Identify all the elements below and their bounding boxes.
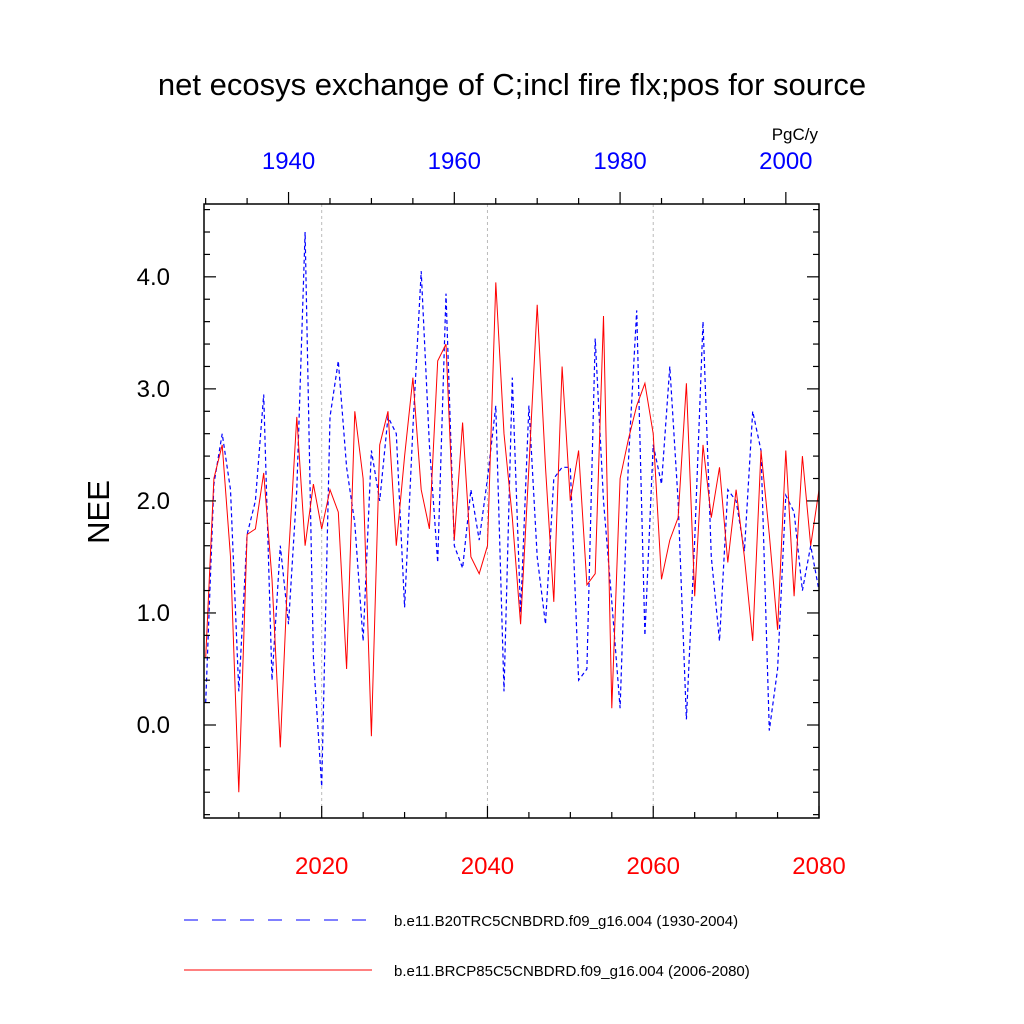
y-tick-label: 4.0	[137, 264, 170, 291]
bottom-axis-tick-label: 2020	[295, 853, 348, 880]
grid-lines	[321, 204, 654, 818]
top-axis-tick-label: 1980	[593, 148, 646, 175]
bottom-axis-tick-label: 2040	[461, 853, 514, 880]
y-tick-label: 1.0	[137, 600, 170, 627]
legend-label-rcp85: b.e11.BRCP85C5CNBDRD.f09_g16.004 (2006-2…	[394, 963, 750, 980]
top-axis-tick-label: 1960	[428, 148, 481, 175]
axis-ticks	[204, 192, 820, 818]
units-label: PgC/y	[772, 125, 819, 144]
bottom-axis-tick-labels: 2020 2040 2060 2080	[295, 853, 846, 880]
y-tick-label: 0.0	[137, 712, 170, 739]
chart-title: net ecosys exchange of C;incl fire flx;p…	[158, 67, 866, 102]
plot-frame	[203, 203, 820, 819]
top-axis-tick-label: 1940	[262, 148, 315, 175]
top-axis-tick-labels: 1940 1960 1980 2000	[262, 148, 813, 175]
y-tick-labels: 0.0 1.0 2.0 3.0 4.0	[137, 264, 170, 739]
top-axis-tick-label: 2000	[759, 148, 812, 175]
y-tick-label: 2.0	[137, 488, 170, 515]
series-lines	[205, 231, 820, 793]
series-rcp85-line	[205, 282, 820, 793]
y-axis-label: NEE	[81, 480, 116, 544]
legend-label-historical: b.e11.B20TRC5CNBDRD.f09_g16.004 (1930-20…	[394, 913, 738, 930]
legend: b.e11.B20TRC5CNBDRD.f09_g16.004 (1930-20…	[184, 913, 750, 980]
y-tick-label: 3.0	[137, 376, 170, 403]
series-historical-line	[205, 231, 820, 787]
bottom-axis-tick-label: 2080	[792, 853, 845, 880]
bottom-axis-tick-label: 2060	[627, 853, 680, 880]
